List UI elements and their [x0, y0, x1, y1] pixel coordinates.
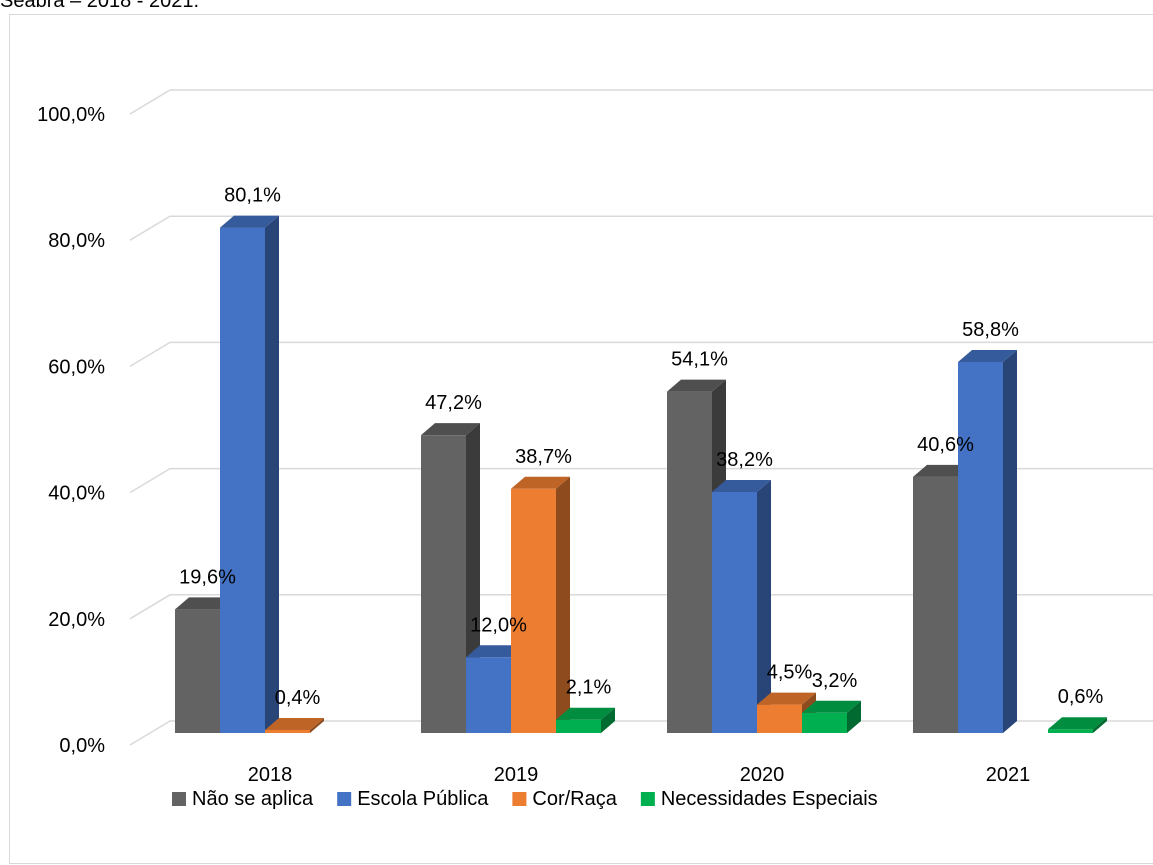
gridline [129, 594, 1153, 620]
gridline [129, 467, 1153, 494]
data-label: 38,7% [515, 446, 572, 468]
data-label: 12,0% [470, 614, 527, 636]
data-label: 80,1% [224, 185, 281, 207]
bar-top [175, 597, 234, 610]
bar-top [913, 464, 972, 477]
bar [511, 476, 570, 733]
legend-item: Escola Pública [337, 788, 489, 810]
data-label: 54,1% [671, 349, 728, 371]
bar-side [757, 479, 771, 733]
bar-front [667, 391, 712, 733]
x-tick-label: 2020 [740, 764, 785, 786]
bar-top [265, 718, 324, 730]
gridline [129, 341, 1153, 368]
bar-front [712, 491, 757, 733]
bar-front [1048, 729, 1093, 733]
bar-front [556, 719, 601, 733]
y-tick-label: 80,0% [48, 230, 105, 252]
data-label: 3,2% [812, 670, 858, 692]
data-label: 47,2% [425, 392, 482, 414]
gridline [129, 89, 1153, 115]
data-label: 0,4% [275, 687, 321, 709]
bar [265, 718, 324, 733]
bar-top [958, 349, 1017, 362]
bar [556, 707, 615, 733]
legend-item: Não se aplica [172, 788, 314, 810]
y-tick-label: 0,0% [59, 735, 105, 757]
y-axis-ticks: 0,0% 20,0% 40,0% 60,0% 80,0% 100,0% [37, 104, 105, 757]
bar-chart: 0,0% 20,0% 40,0% 60,0% 80,0% 100,0% 19,6% 80,1… [37, 89, 1153, 810]
bar-top [712, 479, 771, 492]
bar-front [265, 730, 310, 733]
data-label: 0,6% [1058, 686, 1104, 708]
bar-top [421, 423, 480, 436]
bar-side [556, 476, 570, 733]
legend-swatch [512, 792, 527, 806]
data-label: 40,6% [917, 434, 974, 456]
bar-top [511, 476, 570, 489]
data-label: 38,2% [716, 449, 773, 471]
bar-top [667, 379, 726, 392]
bar-side [1003, 349, 1017, 733]
x-tick-label: 2021 [986, 764, 1031, 786]
bar-front [958, 361, 1003, 733]
bar-front [802, 712, 847, 733]
legend-label: Cor/Raça [532, 788, 617, 810]
bar [958, 349, 1017, 733]
bar-top [220, 215, 279, 228]
x-axis-labels: 2018 2019 2020 2021 [248, 764, 1031, 786]
bar-side [601, 707, 615, 733]
x-tick-label: 2019 [494, 764, 539, 786]
bar-front [757, 704, 802, 733]
y-tick-label: 100,0% [37, 104, 105, 126]
bar [757, 692, 816, 733]
bars [175, 215, 1107, 734]
figure-caption: Seabra – 2018 - 2021. [0, 0, 200, 12]
y-tick-label: 60,0% [48, 356, 105, 378]
bar-side [1093, 717, 1107, 733]
bar-side [265, 215, 279, 734]
bar-front [913, 476, 958, 733]
legend-swatch [172, 792, 186, 806]
bar-front [511, 488, 556, 733]
legend: Não se aplica Escola Pública Cor/Raça Neces… [172, 788, 878, 810]
data-label: 4,5% [767, 662, 813, 684]
x-tick-label: 2018 [248, 764, 293, 786]
bar-top [757, 692, 816, 705]
bar-front [466, 657, 511, 733]
gridline [129, 215, 1153, 241]
legend-item: Cor/Raça [512, 788, 618, 810]
data-label: 58,8% [962, 319, 1019, 341]
y-tick-label: 20,0% [48, 609, 105, 631]
legend-swatch [640, 792, 655, 806]
bar [802, 700, 861, 733]
data-labels: 19,6% 80,1% 0,4% 47,2% 12,0% 38,7% 2,1% 54,1% 38… [179, 185, 1103, 709]
bar [1048, 717, 1107, 733]
data-label: 2,1% [566, 677, 612, 699]
bar-front [421, 435, 466, 733]
legend-label: Necessidades Especiais [661, 788, 878, 810]
bar-top [1048, 717, 1107, 730]
bar-top [802, 700, 861, 713]
bar-top [556, 707, 615, 720]
data-label: 19,6% [179, 566, 236, 588]
legend-label: Escola Pública [357, 788, 489, 810]
bar-front [175, 609, 220, 733]
bar-side [310, 718, 324, 733]
y-tick-label: 40,0% [48, 483, 105, 505]
legend-item: Necessidades Especiais [640, 788, 878, 810]
bar-top [466, 645, 525, 658]
bar-side [847, 700, 861, 733]
bar [667, 379, 726, 733]
legend-swatch [337, 792, 352, 806]
chart-frame: 0,0% 20,0% 40,0% 60,0% 80,0% 100,0% 19,6% 80,1… [9, 14, 1153, 864]
bar [712, 479, 771, 733]
bar [220, 215, 279, 734]
bar-front [220, 227, 265, 733]
legend-label: Não se aplica [192, 788, 314, 810]
